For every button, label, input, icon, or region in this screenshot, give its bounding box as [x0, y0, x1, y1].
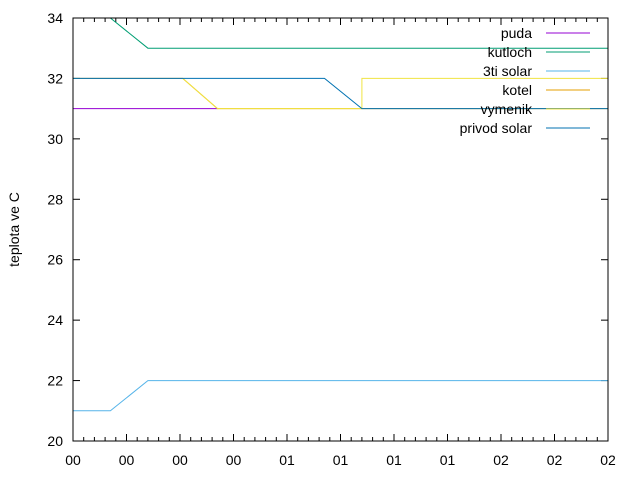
x-tick-label: 02	[547, 452, 563, 468]
plot-area	[73, 17, 608, 412]
x-tick-label: 00	[119, 452, 135, 468]
legend-label: privod solar	[460, 120, 533, 136]
x-tick-label: 01	[386, 452, 402, 468]
y-tick-label: 32	[47, 70, 63, 86]
x-tick-label: 00	[65, 452, 81, 468]
y-tick-label: 30	[47, 131, 63, 147]
legend-label: kutloch	[488, 44, 532, 60]
x-tick-label: 00	[226, 452, 242, 468]
y-axis-title: teplota ve C	[6, 192, 22, 267]
x-tick-label: 01	[279, 452, 295, 468]
y-tick-label: 20	[47, 433, 63, 449]
tick-labels: 20 22 24 26 28 30 32 34 00 00 00 00 01 01 01 01 02 02 02	[47, 10, 616, 468]
x-tick-label: 01	[333, 452, 349, 468]
y-tick-label: 34	[47, 10, 63, 26]
x-tick-label: 02	[493, 452, 509, 468]
series-line-2	[110, 17, 608, 49]
legend: puda kutloch 3ti solar kotel vymenik privod s…	[460, 25, 590, 136]
legend-label: kotel	[502, 82, 532, 98]
plot-border	[72, 17, 609, 442]
legend-label: 3ti solar	[483, 63, 532, 79]
x-tick-label: 01	[440, 452, 456, 468]
y-tick-label: 24	[47, 312, 63, 328]
x-tick-label: 02	[600, 452, 616, 468]
series-line-6	[73, 77, 608, 110]
legend-label: puda	[501, 25, 532, 41]
legend-label: vymenik	[481, 101, 533, 117]
series-line-3	[73, 380, 608, 412]
y-tick-label: 26	[47, 252, 63, 268]
y-tick-label: 28	[47, 191, 63, 207]
x-tick-label: 00	[172, 452, 188, 468]
series-line-5	[182, 77, 608, 110]
y-tick-label: 22	[47, 373, 63, 389]
